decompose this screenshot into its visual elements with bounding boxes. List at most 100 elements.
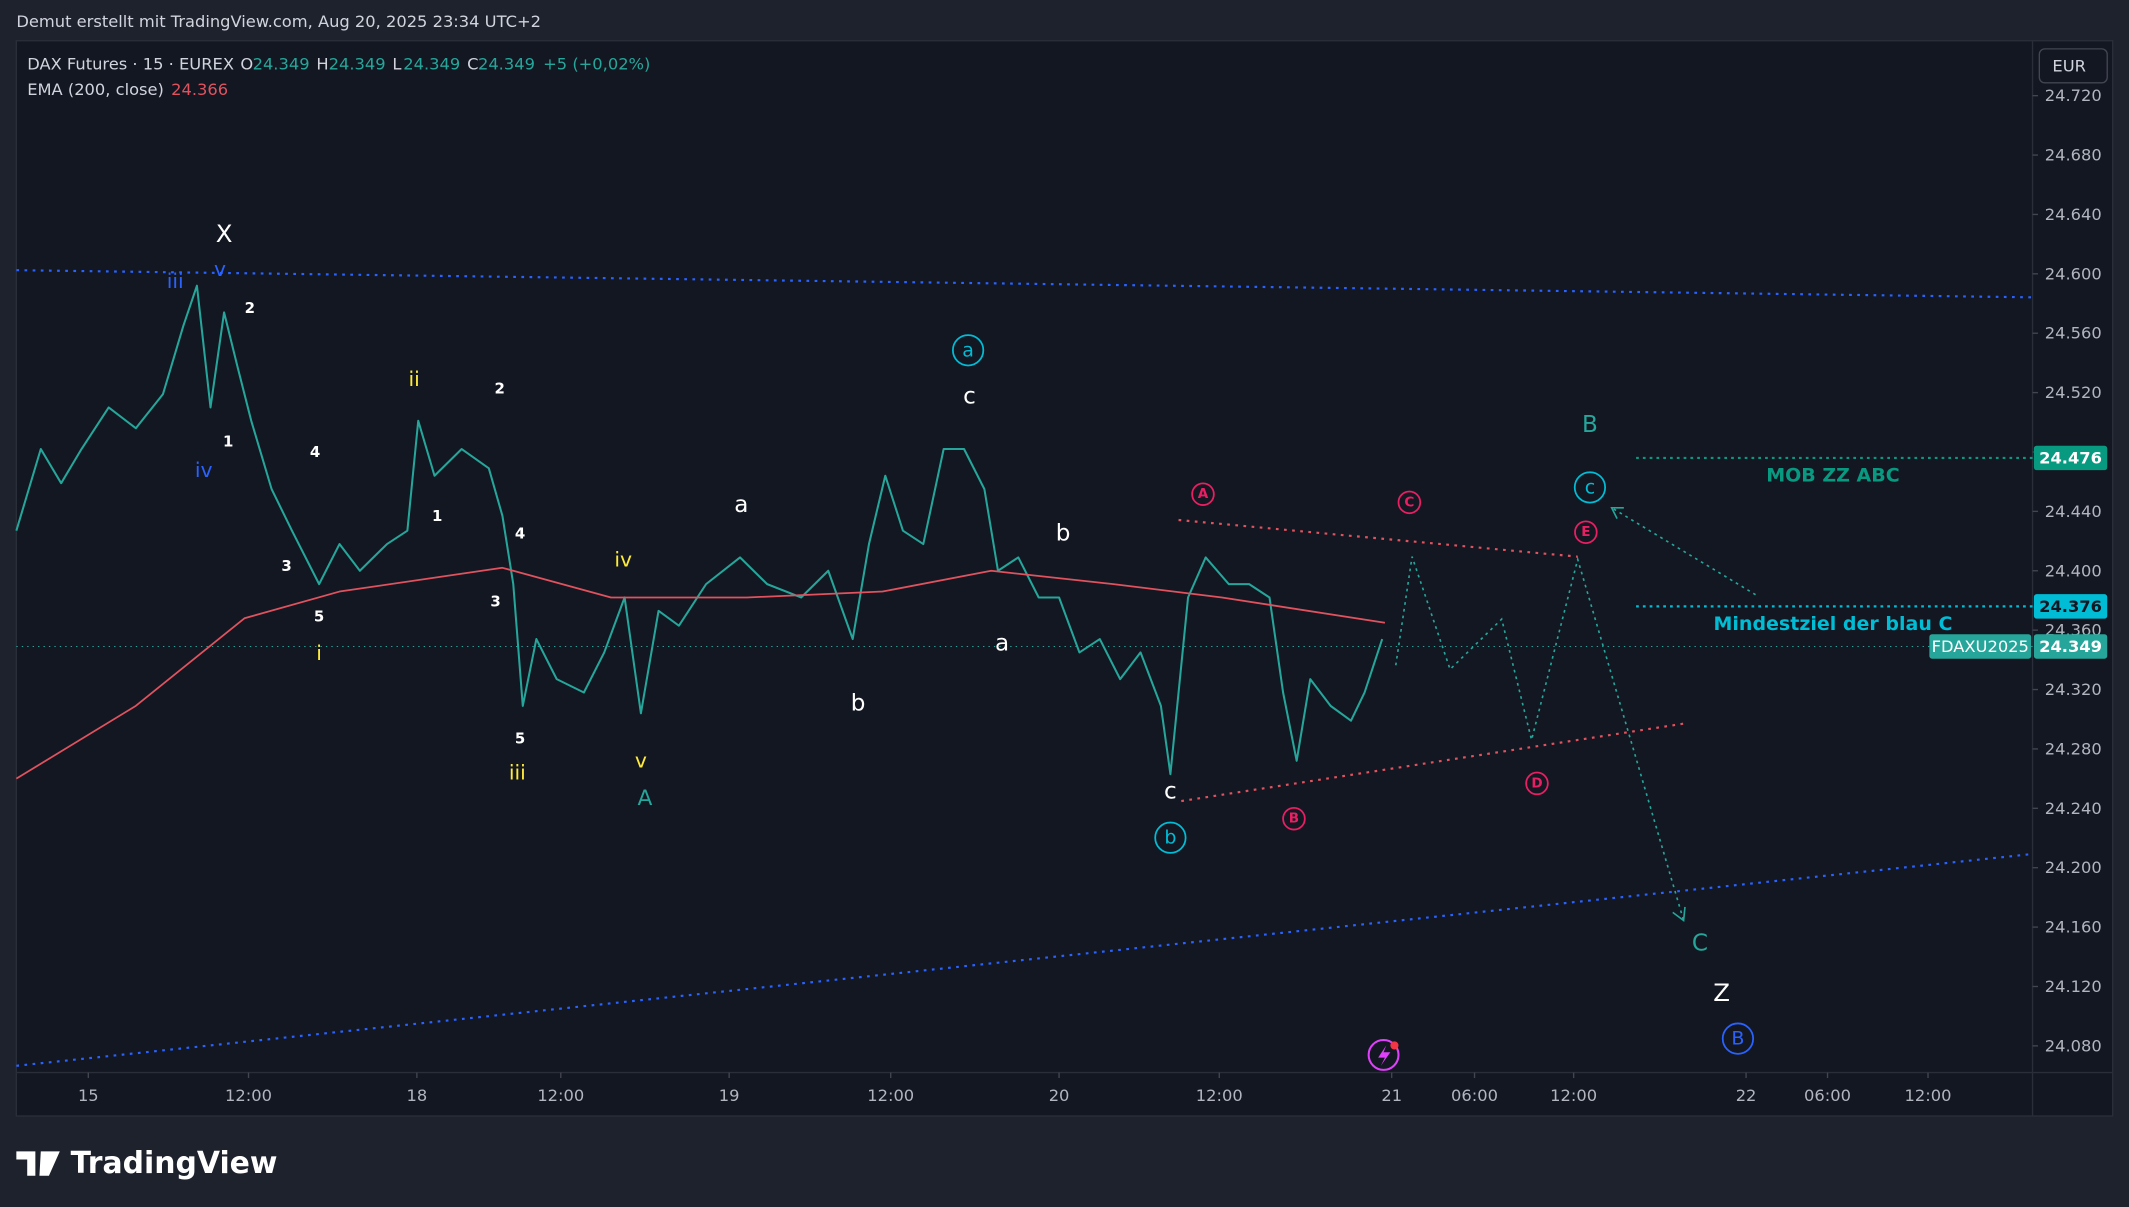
x-tick-label: 19: [719, 1086, 740, 1105]
wave-label: v: [214, 257, 226, 281]
pointer-arrow: [1610, 506, 1624, 520]
wave-label: C: [1692, 931, 1708, 957]
y-tick-label: 24.320: [2045, 680, 2102, 699]
wave-label: X: [216, 219, 233, 248]
ohlc-value: 24.349: [329, 54, 386, 73]
y-tick-label: 24.440: [2045, 502, 2102, 521]
x-tick-label: 20: [1049, 1086, 1070, 1105]
x-tick-label: 22: [1736, 1086, 1757, 1105]
wave-circle: [1525, 771, 1549, 796]
wave-label: b: [851, 690, 866, 716]
logo-mark: [16, 1151, 60, 1176]
y-tick-label: 24.520: [2045, 383, 2102, 402]
wave-label: Z: [1713, 978, 1730, 1007]
wave-label: D: [1531, 775, 1542, 791]
wave-label: A: [638, 786, 653, 811]
x-tick-label: 12:00: [1905, 1086, 1952, 1105]
wave-label: i: [316, 641, 322, 665]
wave-label: a: [734, 492, 748, 518]
x-tick-label: 12:00: [1550, 1086, 1597, 1105]
wave-label: 4: [515, 525, 525, 543]
x-tick-label: 06:00: [1804, 1086, 1851, 1105]
y-tick-label: 24.200: [2045, 858, 2102, 877]
x-tick-label: 12:00: [867, 1086, 914, 1105]
wave-label: 1: [432, 507, 442, 525]
y-tick-label: 24.280: [2045, 739, 2102, 758]
wave-label: E: [1581, 524, 1590, 540]
wave-label: iv: [614, 547, 632, 571]
symbol-badge-label: FDAXU2025: [1932, 637, 2029, 656]
level-text: Mindestziel der blau C: [1714, 613, 1953, 635]
y-tick-label: 24.120: [2045, 977, 2102, 996]
wave-label: 4: [310, 443, 320, 461]
y-tick-label: 24.640: [2045, 205, 2102, 224]
wave-label: 2: [245, 299, 255, 317]
level-badge-label: 24.476: [2039, 448, 2102, 467]
y-tick-label: 24.720: [2045, 86, 2102, 105]
wave-circle: [1574, 520, 1598, 544]
triangle-top: [1178, 518, 1578, 558]
series-line: [15, 566, 1386, 780]
wave-label: ii: [408, 367, 419, 391]
y-tick-label: 24.080: [2045, 1036, 2102, 1055]
projection-arrow: [1672, 906, 1686, 923]
wave-label: C: [1404, 494, 1414, 510]
x-tick-label: 12:00: [225, 1086, 272, 1105]
wave-label: B: [1582, 412, 1598, 438]
level-text: MOB ZZ ABC: [1766, 465, 1899, 487]
series-line: [15, 284, 1384, 776]
triangle-bottom: [1181, 722, 1684, 803]
x-tick-label: 15: [78, 1086, 99, 1105]
wave-label: b: [1056, 521, 1071, 547]
ohlc-name: L: [392, 54, 401, 73]
wave-label: a: [995, 631, 1009, 657]
projection-path: [1394, 556, 1685, 921]
last-price-badge: [2033, 634, 2108, 659]
wave-label: B: [1289, 811, 1299, 827]
pointer-line: [1611, 507, 1756, 596]
wave-label: iii: [167, 269, 184, 293]
wave-circle: [952, 334, 985, 367]
ohlc-value: 24.349: [403, 54, 460, 73]
wave-label: b: [1164, 827, 1176, 849]
credit: Demut erstellt mit TradingView.com, Aug …: [16, 12, 541, 31]
y-tick-label: 24.680: [2045, 146, 2102, 165]
y-tick-label: 24.600: [2045, 264, 2102, 283]
change: +5 (+0,02%): [543, 54, 650, 73]
wave-circle: [1154, 821, 1187, 854]
wave-circle: [1282, 806, 1306, 831]
level-badge-label: 24.376: [2039, 597, 2102, 616]
wave-circle: [1573, 471, 1607, 504]
wave-label: 5: [314, 607, 324, 625]
alert-icon[interactable]: [1367, 1038, 1400, 1071]
x-tick-label: 18: [407, 1086, 428, 1105]
x-tick-label: 21: [1381, 1086, 1402, 1105]
ohlc-name: O: [240, 54, 253, 73]
wave-label: 2: [494, 379, 504, 397]
y-tick-label: 24.240: [2045, 799, 2102, 818]
level-badge: [2033, 594, 2108, 619]
symbol-badge: [1929, 634, 2032, 659]
wave-circle: [1721, 1022, 1755, 1055]
wave-label: A: [1198, 486, 1209, 502]
y-tick-label: 24.560: [2045, 324, 2102, 343]
wave-label: 3: [281, 557, 291, 575]
wave-label: 3: [490, 592, 500, 610]
currency[interactable]: EUR: [2052, 56, 2086, 75]
currency-button[interactable]: [2038, 48, 2108, 84]
ohlc-value: 24.349: [253, 54, 310, 73]
x-tick-label: 12:00: [1196, 1086, 1243, 1105]
wave-label: c: [963, 383, 976, 409]
wave-circle: [1191, 482, 1215, 506]
ohlc-name: C: [467, 54, 478, 73]
logo-text: TradingView: [71, 1146, 278, 1181]
wave-label: B: [1731, 1028, 1744, 1050]
alert-dot: [1390, 1041, 1399, 1050]
ohlc-value: 24.349: [478, 54, 535, 73]
wave-label: c: [1164, 779, 1177, 805]
alert-bolt: [1378, 1045, 1391, 1066]
wave-label: iv: [195, 458, 213, 482]
y-tick-label: 24.400: [2045, 561, 2102, 580]
